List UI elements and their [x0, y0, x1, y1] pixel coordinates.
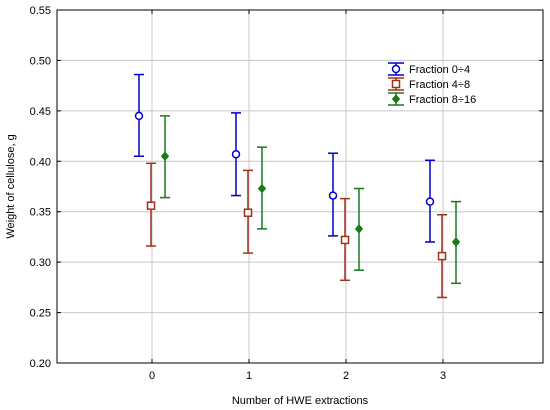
data-point	[146, 201, 156, 210]
legend-marker	[391, 64, 401, 74]
legend-item-1: Fraction 0÷4	[388, 62, 470, 76]
y-tick-label: 0.25	[30, 308, 51, 320]
series-1	[134, 73, 435, 243]
y-tick-label: 0.50	[30, 55, 51, 67]
x-axis-title: Number of HWE extractions	[232, 395, 369, 407]
data-point	[243, 208, 253, 217]
y-axis-title: Weight of cellulose, g	[5, 134, 17, 238]
data-point	[257, 183, 267, 194]
legend-item-2: Fraction 4÷8	[388, 77, 470, 91]
data-point	[134, 111, 144, 121]
data-point	[340, 235, 350, 245]
legend-marker	[391, 94, 401, 104]
legend-item-3: Fraction 8÷16	[388, 92, 476, 106]
x-tick-label: 0	[149, 370, 155, 382]
y-tick-label: 0.45	[30, 106, 51, 118]
data-point	[231, 149, 241, 159]
legend-label: Fraction 4÷8	[409, 79, 470, 91]
data-point	[425, 197, 435, 206]
legend-label: Fraction 8÷16	[409, 94, 476, 106]
data-point	[437, 251, 447, 261]
series-2	[146, 162, 447, 299]
data-point	[160, 151, 170, 162]
y-tick-label: 0.40	[30, 156, 51, 168]
legend: Fraction 0÷4 Fraction 4÷8 Fraction 8÷16	[388, 62, 476, 106]
y-tick-label: 0.20	[30, 358, 51, 370]
data-point	[328, 191, 338, 200]
grid	[57, 9, 543, 364]
legend-marker	[391, 79, 401, 89]
data-point	[451, 237, 461, 247]
x-tick-label: 3	[440, 370, 446, 382]
legend-label: Fraction 0÷4	[409, 64, 470, 76]
series-layer	[134, 73, 461, 299]
data-point	[354, 224, 364, 234]
y-tick-label: 0.35	[30, 207, 51, 219]
x-tick-label: 1	[246, 370, 252, 382]
axis-ticks: 0.20 0.25 0.30 0.35 0.40 0.45 0.50 0.55 0 1 2 3	[30, 5, 543, 382]
plot-frame	[56, 9, 544, 364]
series-3	[160, 115, 461, 285]
x-tick-label: 2	[343, 370, 349, 382]
y-tick-label: 0.55	[30, 5, 51, 17]
y-tick-label: 0.30	[30, 257, 51, 269]
